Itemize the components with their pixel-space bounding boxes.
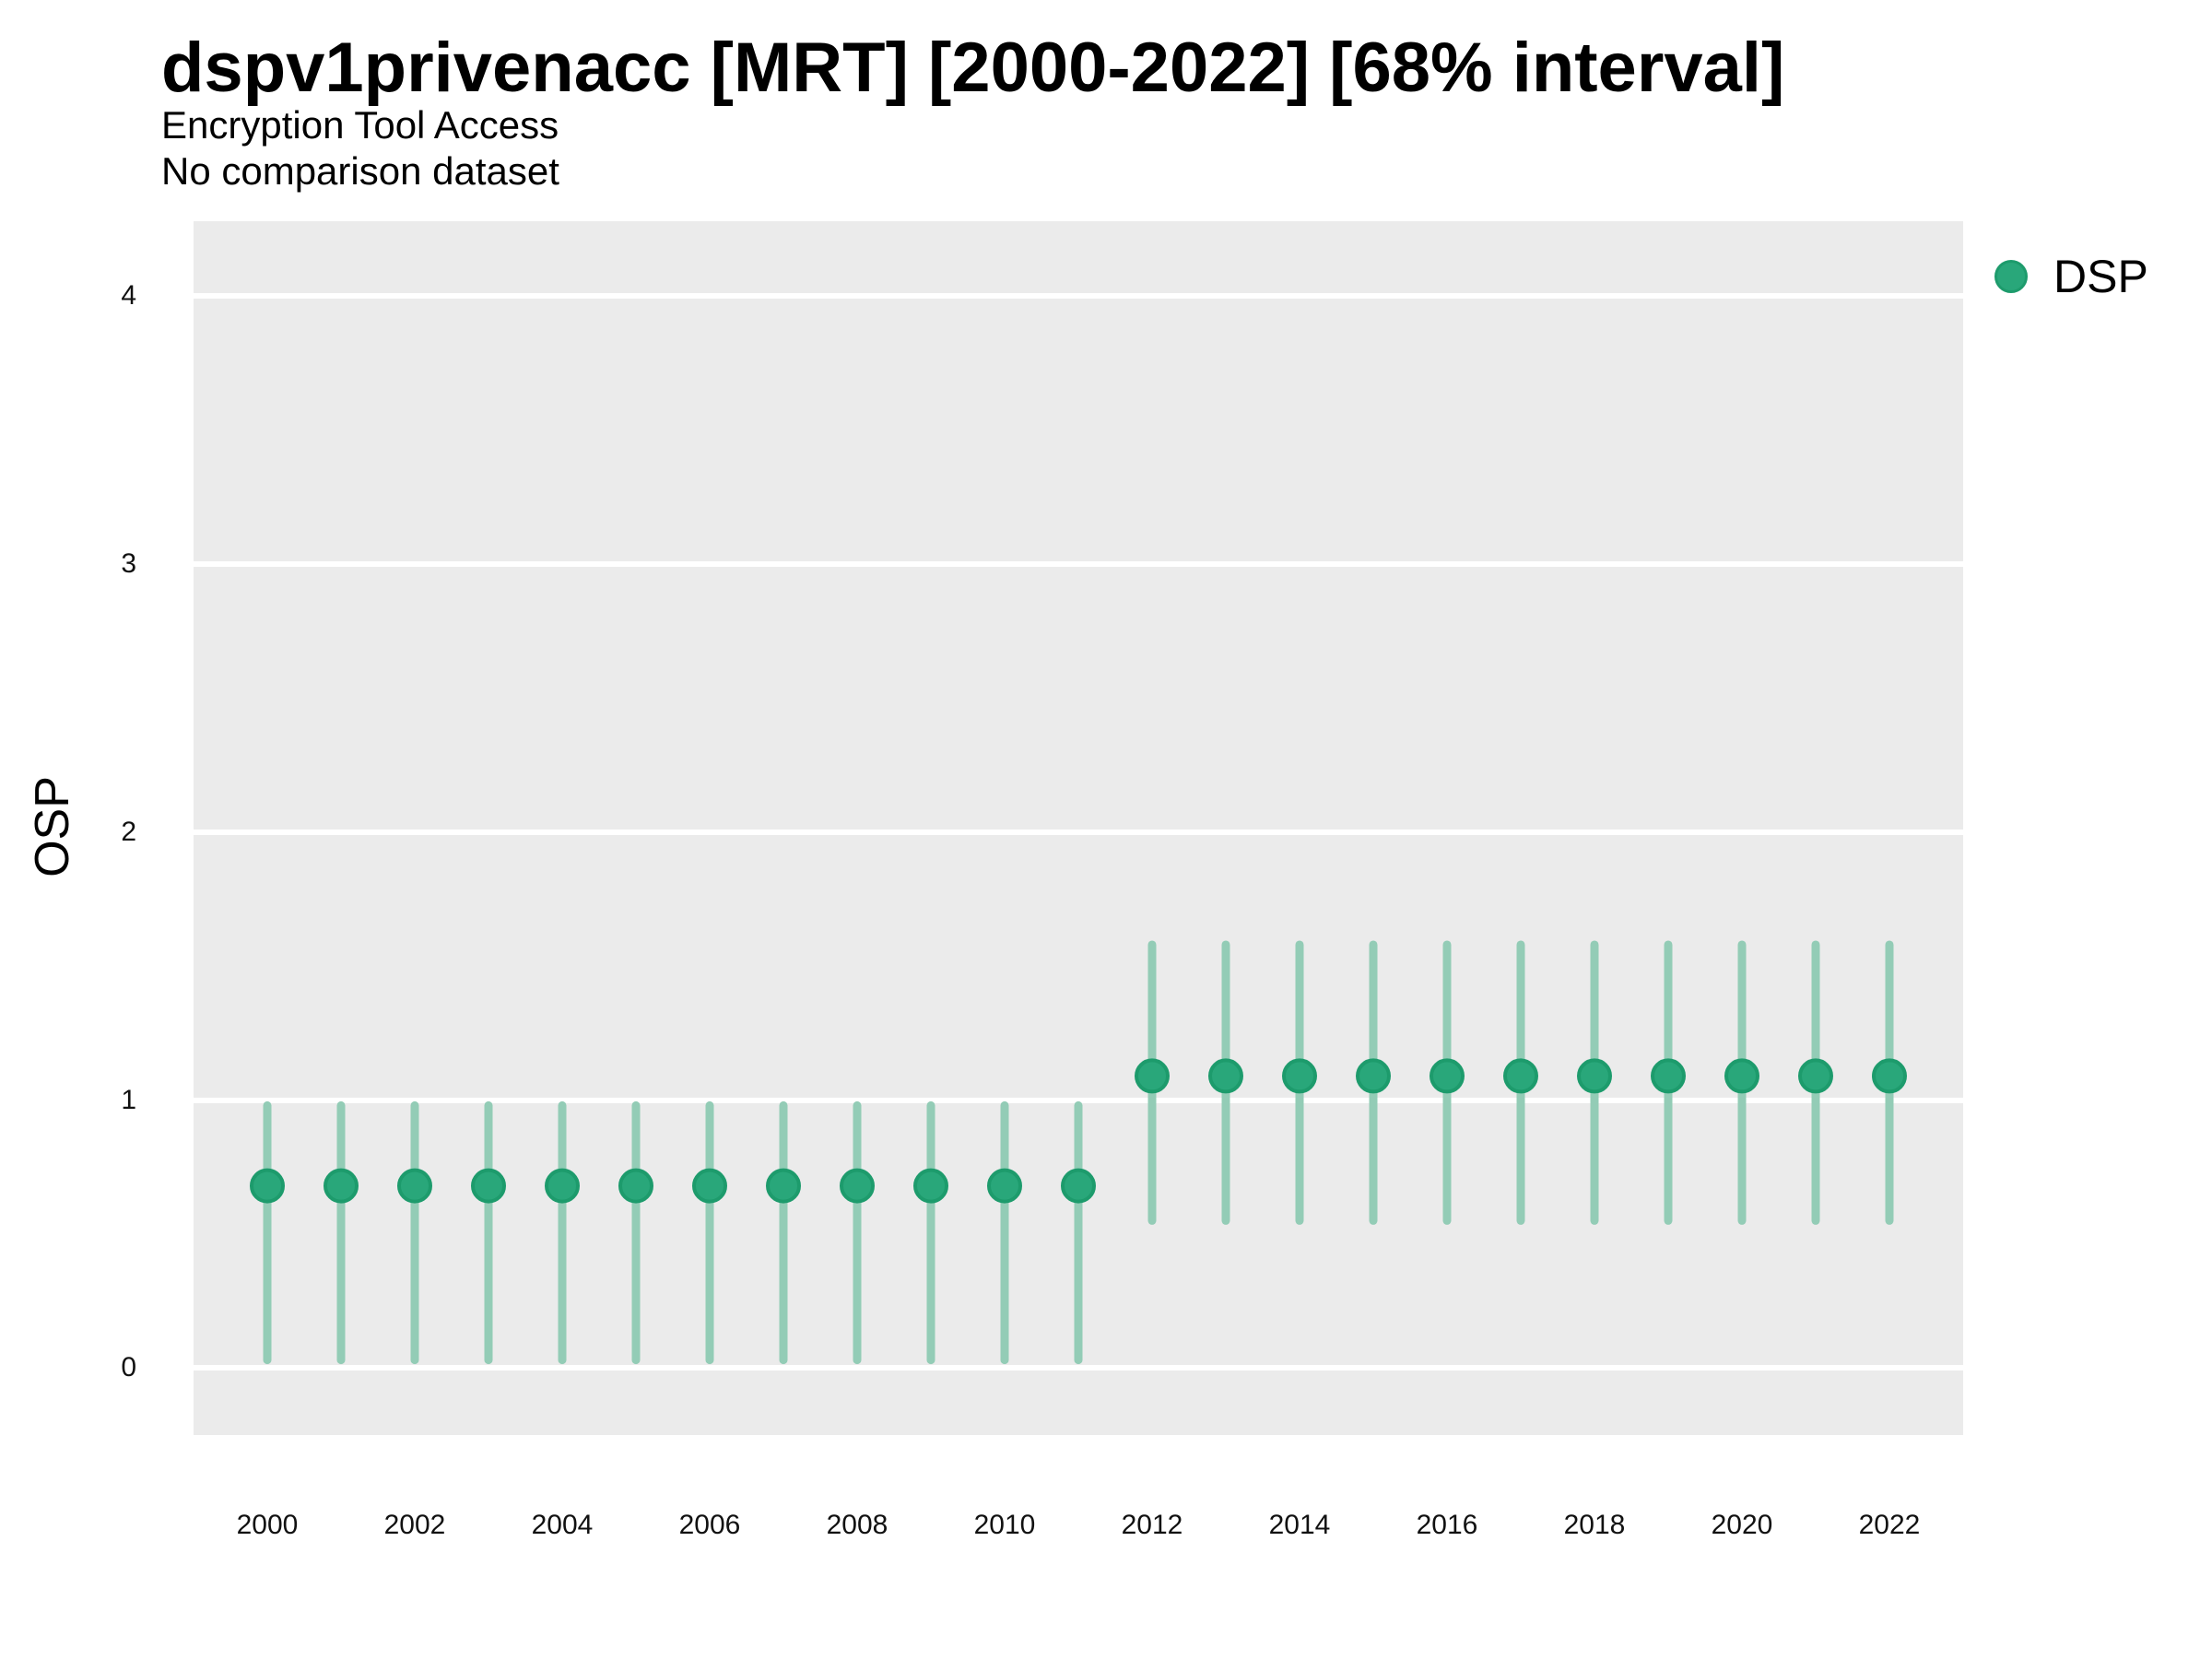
y-tick-label-0: 0: [121, 1352, 136, 1383]
y-tick-label-1: 1: [121, 1084, 136, 1115]
data-point-2009: [913, 1168, 948, 1204]
data-point-2021: [1798, 1058, 1833, 1094]
data-point-2022: [1872, 1058, 1907, 1094]
data-point-2005: [618, 1168, 653, 1204]
data-point-2011: [1061, 1168, 1096, 1204]
y-tick-label-4: 4: [121, 280, 136, 312]
grid-line-y3: [194, 561, 1963, 568]
x-tick-label-2022: 2022: [1858, 1510, 1921, 1540]
data-point-2000: [250, 1168, 285, 1204]
grid-line-y0: [194, 1365, 1963, 1371]
chart-subtitle: Encryption Tool Access: [161, 103, 559, 147]
data-point-2016: [1430, 1058, 1465, 1094]
data-point-2008: [840, 1168, 875, 1204]
data-point-2018: [1577, 1058, 1612, 1094]
x-tick-label-2014: 2014: [1268, 1510, 1331, 1540]
chart-title: dspv1privenacc [MRT] [2000-2022] [68% in…: [161, 29, 1785, 107]
x-tick-label-2018: 2018: [1563, 1510, 1626, 1540]
grid-line-y2: [194, 829, 1963, 835]
grid-line-y4: [194, 293, 1963, 300]
y-tick-label-3: 3: [121, 548, 136, 580]
data-point-2014: [1282, 1058, 1317, 1094]
x-tick-label-2004: 2004: [531, 1510, 594, 1540]
data-point-2007: [766, 1168, 801, 1204]
x-tick-label-2010: 2010: [973, 1510, 1036, 1540]
x-tick-label-2002: 2002: [383, 1510, 446, 1540]
data-point-2019: [1651, 1058, 1686, 1094]
pointrange-marks: [250, 940, 1907, 1365]
data-point-2010: [987, 1168, 1022, 1204]
chart-subtitle-comparison: No comparison dataset: [161, 149, 559, 193]
data-point-2001: [324, 1168, 359, 1204]
data-point-2017: [1503, 1058, 1538, 1094]
x-tick-label-2016: 2016: [1416, 1510, 1478, 1540]
data-point-2003: [471, 1168, 506, 1204]
data-point-2020: [1724, 1058, 1759, 1094]
plot-panel: [194, 221, 1963, 1435]
data-point-2015: [1356, 1058, 1391, 1094]
x-tick-label-2006: 2006: [678, 1510, 741, 1540]
x-tick-label-2012: 2012: [1121, 1510, 1183, 1540]
grid-line-y1: [194, 1097, 1963, 1103]
x-tick-label-2020: 2020: [1711, 1510, 1773, 1540]
x-tick-label-2000: 2000: [236, 1510, 299, 1540]
y-tick-label-2: 2: [121, 816, 136, 847]
data-point-2002: [397, 1168, 432, 1204]
x-tick-label-2008: 2008: [826, 1510, 888, 1540]
data-point-2012: [1135, 1058, 1170, 1094]
legend-dsp-label: DSP: [2053, 251, 2148, 302]
legend-dsp-marker-icon: [1994, 260, 2028, 293]
data-point-2004: [545, 1168, 580, 1204]
data-point-2006: [692, 1168, 727, 1204]
data-point-2013: [1208, 1058, 1243, 1094]
